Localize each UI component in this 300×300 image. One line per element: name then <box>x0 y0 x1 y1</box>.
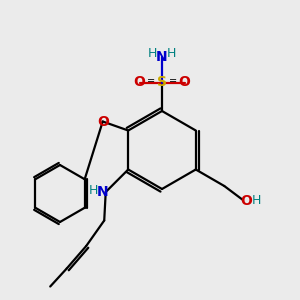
Text: =: = <box>169 76 178 86</box>
Text: H: H <box>167 47 176 60</box>
Text: N: N <box>97 185 109 199</box>
Text: =: = <box>146 76 155 86</box>
Text: H: H <box>88 184 98 197</box>
Text: H: H <box>148 47 157 60</box>
Text: H: H <box>252 194 261 208</box>
Text: O: O <box>178 76 190 89</box>
Text: O: O <box>240 194 252 208</box>
Text: O: O <box>97 115 109 128</box>
Text: N: N <box>156 50 168 64</box>
Text: O: O <box>134 76 146 89</box>
Text: S: S <box>157 76 167 89</box>
